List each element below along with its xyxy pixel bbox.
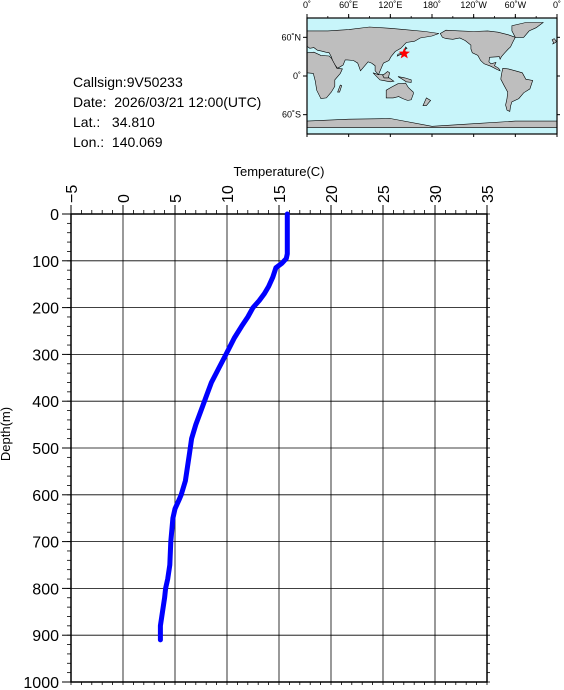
y-tick-label: 300 (32, 347, 59, 364)
y-tick-label: 100 (32, 254, 59, 271)
map-land-europe-asia (306, 26, 440, 76)
lon-value: 140.069 (111, 134, 163, 150)
lat-value: 34.810 (111, 114, 155, 130)
map-land-north-america (439, 29, 516, 72)
station-star-icon (398, 47, 410, 59)
y-tick-label: 500 (32, 441, 59, 458)
lat-row: Lat.: 34.810 (73, 112, 261, 132)
map-land-uk (551, 38, 557, 45)
map-lon-label: 60˚E (339, 0, 358, 10)
map-land-africa (306, 51, 343, 99)
y-tick-label: 600 (32, 488, 59, 505)
lon-row: Lon.: 140.069 (73, 132, 261, 152)
map-land-new-zealand (422, 97, 432, 106)
x-tick-label: 20 (324, 185, 341, 203)
x-tick-label: 25 (376, 185, 393, 203)
y-tick-label: 1000 (23, 675, 59, 690)
x-tick-label: 10 (220, 185, 237, 203)
map-lon-label: 180˚ (423, 0, 441, 10)
lat-label: Lat.: (73, 114, 101, 130)
y-tick-label: 900 (32, 628, 59, 645)
callsign-value: 9V50233 (126, 74, 183, 90)
y-tick-label: 0 (50, 207, 59, 224)
map-lon-label: 120˚E (378, 0, 402, 10)
map-lon-label: 60˚W (505, 0, 527, 10)
x-tick-label: 35 (480, 185, 497, 203)
map-lat-label: 0˚ (293, 71, 301, 81)
lon-label: Lon.: (73, 134, 105, 150)
map-land-indonesia (372, 72, 395, 83)
x-tick-label: 5 (168, 194, 185, 203)
map-land-south-america (500, 67, 534, 112)
x-tick-label: 30 (428, 185, 445, 203)
date-value: 2026/03/21 12:00(UTC) (114, 94, 262, 110)
location-map: 0˚ 60˚E 120˚E 180˚ 120˚W 60˚W 0˚ 60˚N 0˚ 60˚S (281, 0, 561, 137)
map-land-australia (385, 82, 414, 101)
map-lat-label: 60˚S (282, 110, 301, 120)
map-land-madagascar (337, 84, 343, 93)
metadata-panel: Callsign:9V50233 Date: 2026/03/21 12:00(… (73, 72, 261, 152)
x-tick-label: −5 (64, 185, 81, 203)
y-axis-title: Depth(m) (0, 407, 13, 461)
map-lon-label: 0˚ (303, 0, 311, 10)
map-land-antarctica (306, 118, 558, 128)
x-axis-title: Temperature(C) (233, 164, 324, 179)
map-land-new-guinea (397, 76, 412, 83)
map-lon-label: 0˚ (553, 0, 561, 10)
map-land-greenland (511, 22, 544, 38)
x-tick-label: 0 (116, 194, 133, 203)
callsign-label: Callsign: (73, 74, 127, 90)
date-row: Date: 2026/03/21 12:00(UTC) (73, 92, 261, 112)
y-tick-label: 700 (32, 535, 59, 552)
map-land-borneo (382, 71, 390, 79)
plot-frame (70, 213, 488, 683)
date-label: Date: (73, 94, 107, 110)
temperature-profile-line (157, 211, 290, 643)
callsign-row: Callsign:9V50233 (73, 72, 261, 92)
y-tick-label: 800 (32, 581, 59, 598)
map-lon-label: 120˚W (460, 0, 487, 10)
x-tick-label: 15 (272, 185, 289, 203)
y-tick-label: 200 (32, 301, 59, 318)
map-lat-label: 60˚N (281, 32, 301, 42)
y-tick-label: 400 (32, 394, 59, 411)
